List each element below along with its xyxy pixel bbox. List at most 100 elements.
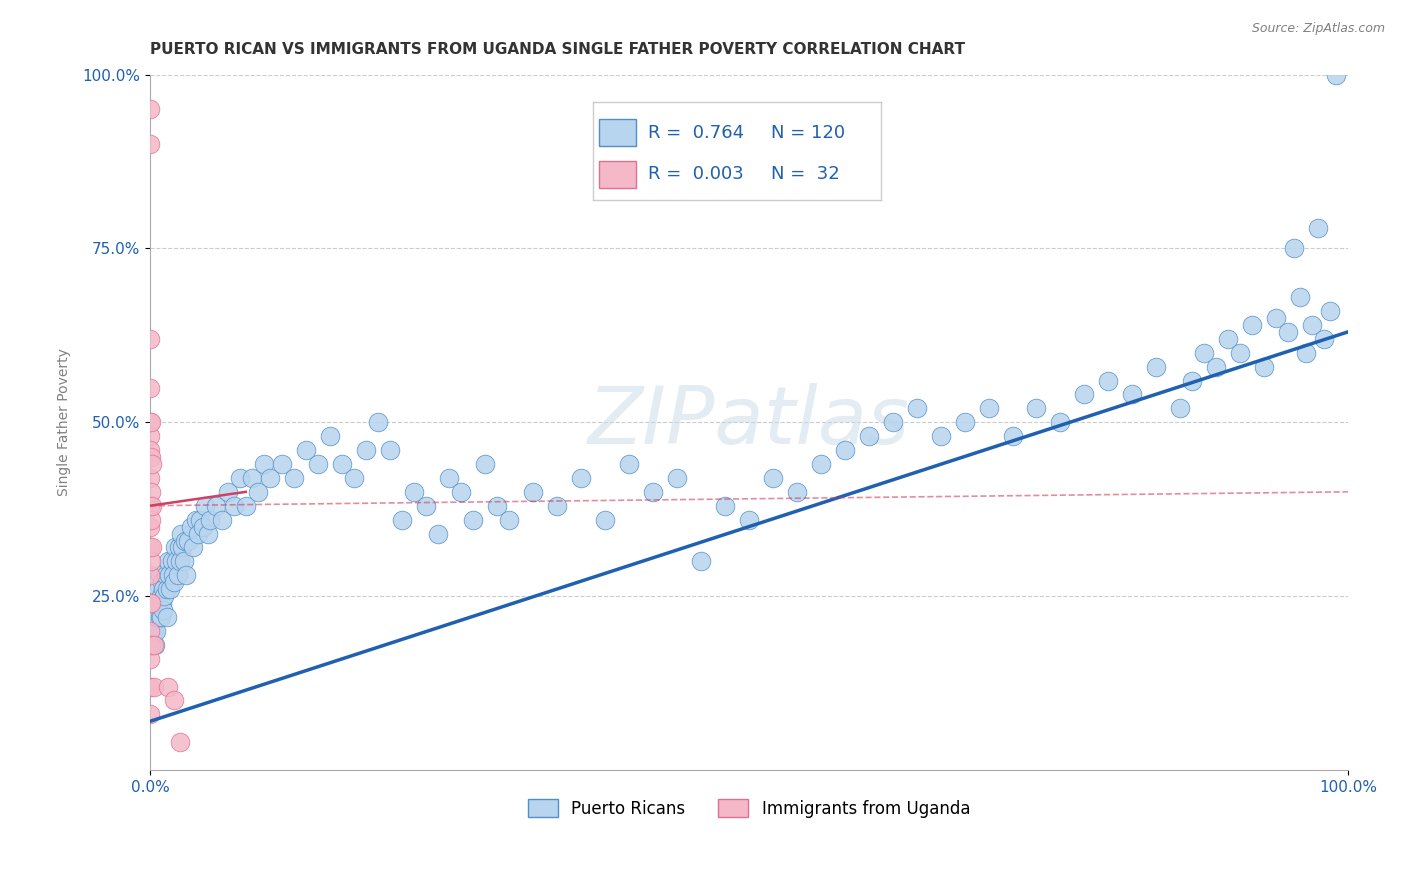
Point [643, 484, 665, 499]
Point [1301, 318, 1323, 332]
Point [172, 541, 194, 555]
Point [194, 499, 217, 513]
Point [149, 568, 172, 582]
Point [139, 651, 162, 665]
Point [1319, 304, 1341, 318]
Point [187, 526, 209, 541]
Point [150, 596, 173, 610]
Point [167, 541, 190, 555]
Point [165, 541, 187, 555]
Point [569, 471, 592, 485]
Point [157, 568, 180, 582]
Point [143, 610, 166, 624]
Point [283, 471, 305, 485]
Point [149, 610, 172, 624]
Point [145, 624, 167, 638]
Point [522, 484, 544, 499]
Point [139, 499, 162, 513]
Point [149, 589, 172, 603]
Point [426, 526, 449, 541]
Point [139, 624, 162, 638]
Point [1205, 359, 1227, 374]
Point [217, 484, 239, 499]
Point [343, 471, 366, 485]
Point [905, 401, 928, 416]
Point [139, 519, 162, 533]
Point [152, 603, 174, 617]
Point [1049, 415, 1071, 429]
Point [141, 450, 163, 464]
Point [150, 575, 173, 590]
Legend: Puerto Ricans, Immigrants from Uganda: Puerto Ricans, Immigrants from Uganda [522, 793, 977, 824]
Point [145, 589, 167, 603]
Point [294, 443, 316, 458]
Point [593, 513, 616, 527]
Point [156, 554, 179, 568]
Point [139, 680, 162, 694]
Point [139, 707, 162, 722]
Point [1306, 220, 1329, 235]
Point [1253, 359, 1275, 374]
Point [617, 457, 640, 471]
Point [367, 415, 389, 429]
Point [762, 471, 785, 485]
Point [141, 415, 163, 429]
Point [141, 638, 163, 652]
Point [253, 457, 276, 471]
Point [169, 554, 191, 568]
Point [141, 554, 163, 568]
Point [259, 471, 281, 485]
Text: ZIPatlas: ZIPatlas [588, 384, 910, 461]
Point [141, 596, 163, 610]
Y-axis label: Single Father Poverty: Single Father Poverty [58, 349, 72, 496]
Point [1192, 345, 1215, 359]
Point [149, 610, 172, 624]
Point [141, 638, 163, 652]
Point [690, 554, 713, 568]
Point [229, 471, 252, 485]
Point [1282, 242, 1305, 256]
Point [474, 457, 496, 471]
Point [1313, 332, 1336, 346]
Point [139, 596, 162, 610]
Point [148, 596, 170, 610]
Point [173, 554, 195, 568]
Point [162, 568, 184, 582]
Point [197, 526, 219, 541]
Point [155, 568, 177, 582]
Point [1229, 345, 1251, 359]
Point [810, 457, 832, 471]
Point [141, 499, 163, 513]
Point [235, 499, 257, 513]
Point [318, 429, 340, 443]
Point [139, 332, 162, 346]
Point [148, 582, 170, 597]
Point [1324, 68, 1347, 82]
Point [1277, 325, 1299, 339]
Point [141, 484, 163, 499]
Point [139, 429, 162, 443]
Point [929, 429, 952, 443]
Point [1144, 359, 1167, 374]
Point [977, 401, 1000, 416]
Text: Source: ZipAtlas.com: Source: ZipAtlas.com [1251, 22, 1385, 36]
Point [139, 415, 162, 429]
Point [165, 554, 187, 568]
Point [142, 624, 165, 638]
Point [1295, 345, 1317, 359]
Point [1289, 290, 1312, 304]
Point [139, 103, 162, 117]
Point [211, 513, 233, 527]
Point [139, 541, 162, 555]
Point [142, 680, 165, 694]
Point [174, 568, 197, 582]
Point [1241, 318, 1264, 332]
Point [146, 610, 169, 624]
Point [330, 457, 353, 471]
Point [141, 610, 163, 624]
Point [184, 513, 207, 527]
Point [156, 680, 179, 694]
Point [486, 499, 509, 513]
Point [834, 443, 856, 458]
Point [270, 457, 292, 471]
